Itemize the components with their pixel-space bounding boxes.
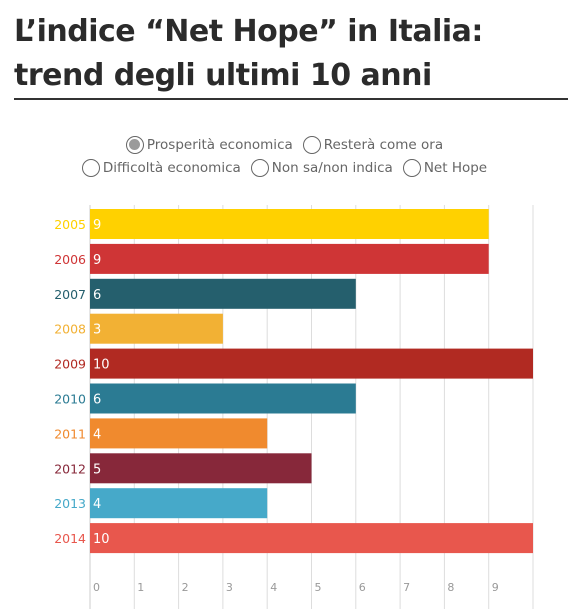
category-label: 2009 <box>54 357 86 372</box>
category-label: 2013 <box>54 496 86 511</box>
bar-2005[interactable] <box>90 209 489 239</box>
x-tick-label: 6 <box>359 581 366 594</box>
x-tick-label: 7 <box>403 581 410 594</box>
category-label: 2010 <box>54 392 86 407</box>
value-label: 9 <box>93 253 101 268</box>
option-prosperita-economica[interactable]: Prosperità economica <box>125 136 293 154</box>
radio-selected-icon[interactable] <box>125 136 144 154</box>
category-label: 2006 <box>54 252 86 267</box>
bar-2007[interactable] <box>90 278 356 309</box>
value-label: 3 <box>93 323 101 338</box>
radio-unselected-icon[interactable] <box>302 136 321 154</box>
legend-options-row-2: Difficoltà economica Non sa/non indica N… <box>0 159 569 177</box>
category-label: 2008 <box>54 322 86 337</box>
value-label: 4 <box>93 497 101 512</box>
category-label: 2012 <box>54 461 86 476</box>
radio-unselected-icon[interactable] <box>402 159 421 177</box>
option-label: Prosperità economica <box>146 137 293 153</box>
x-tick-label: 3 <box>226 581 233 594</box>
x-tick-label: 4 <box>270 581 277 594</box>
option-label: Resterà come ora <box>323 137 444 153</box>
category-label: 2014 <box>54 531 86 546</box>
x-tick-label: 5 <box>315 581 322 594</box>
option-label: Net Hope <box>423 160 488 176</box>
bar-2011[interactable] <box>90 418 268 449</box>
bar-2006[interactable] <box>90 243 489 274</box>
option-label: Non sa/non indica <box>271 160 393 176</box>
value-label: 9 <box>93 218 101 233</box>
bar-2010[interactable] <box>90 383 356 414</box>
x-tick-label: 9 <box>492 581 499 594</box>
radio-unselected-icon[interactable] <box>250 159 269 177</box>
radio-unselected-icon[interactable] <box>81 159 100 177</box>
value-label: 10 <box>93 358 110 373</box>
category-label: 2007 <box>54 287 86 302</box>
value-label: 5 <box>93 462 101 477</box>
option-non-sa-non-indica[interactable]: Non sa/non indica <box>250 159 393 177</box>
category-label: 2011 <box>54 426 86 441</box>
option-net-hope[interactable]: Net Hope <box>402 159 488 177</box>
bar-2008[interactable] <box>90 313 223 344</box>
option-difficolta-economica[interactable]: Difficoltà economica <box>81 159 241 177</box>
value-label: 6 <box>93 288 101 303</box>
bar-2009[interactable] <box>90 348 533 379</box>
category-label: 2005 <box>54 217 86 232</box>
bar-2014[interactable] <box>90 523 533 554</box>
x-tick-label: 0 <box>93 581 100 594</box>
value-label: 10 <box>93 532 110 547</box>
x-tick-label: 2 <box>182 581 189 594</box>
bar-2013[interactable] <box>90 488 268 519</box>
option-label: Difficoltà economica <box>102 160 241 176</box>
page-title: L’indice “Net Hope” in Italia: trend deg… <box>14 14 483 93</box>
x-tick-label: 8 <box>447 581 454 594</box>
value-label: 6 <box>93 393 101 408</box>
option-restera-come-ora[interactable]: Resterà come ora <box>302 136 444 154</box>
value-label: 4 <box>93 427 101 442</box>
legend-options-row-1: Prosperità economica Resterà come ora <box>0 136 569 154</box>
x-tick-label: 1 <box>137 581 144 594</box>
bar-2012[interactable] <box>90 453 312 484</box>
title-divider <box>14 98 568 100</box>
